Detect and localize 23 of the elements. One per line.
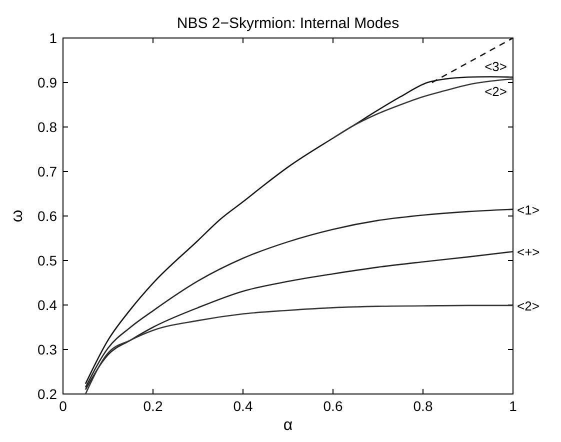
y-tick-label: 0.6 <box>38 208 58 224</box>
series-label: <2> <box>517 298 540 314</box>
y-tick-label: 0.5 <box>38 252 58 268</box>
x-tick-label: 0.8 <box>413 398 433 414</box>
series-label: <1> <box>517 202 540 218</box>
y-tick-label: 1 <box>49 30 58 46</box>
x-tick-label: 1 <box>509 398 518 414</box>
series-label: <+> <box>517 244 540 260</box>
series-label: <2> <box>484 84 507 99</box>
y-tick-label: 0.9 <box>38 74 58 90</box>
y-axis-title: ω <box>9 210 26 222</box>
x-tick-label: 0.4 <box>233 398 253 414</box>
chart-title: NBS 2−Skyrmion: Internal Modes <box>176 15 400 32</box>
x-tick-label: 0.2 <box>143 398 163 414</box>
x-axis-title: α <box>283 417 293 434</box>
y-tick-label: 0.3 <box>38 342 58 358</box>
y-tick-label: 0.2 <box>38 386 58 402</box>
series-label: <3> <box>484 59 507 74</box>
y-tick-label: 0.8 <box>38 119 58 135</box>
x-tick-label: 0.6 <box>323 398 343 414</box>
x-tick-label: 0 <box>59 398 68 414</box>
y-tick-label: 0.4 <box>38 297 58 313</box>
y-tick-label: 0.7 <box>38 164 58 180</box>
